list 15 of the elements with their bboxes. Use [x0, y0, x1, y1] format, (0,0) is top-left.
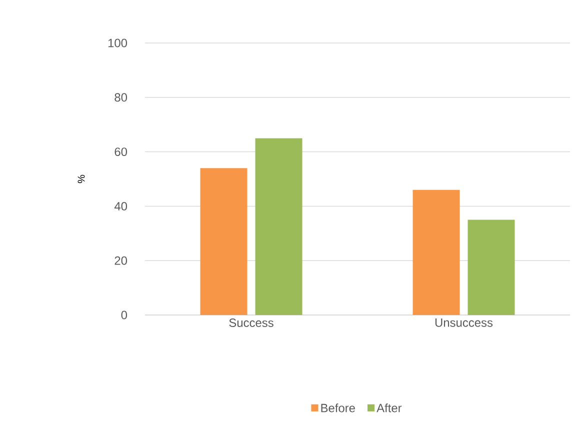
y-tick-label: 40 — [114, 202, 128, 210]
bar — [412, 190, 460, 315]
bar — [468, 220, 515, 315]
legend-label: Before — [321, 404, 355, 412]
y-axis-title: % — [78, 174, 85, 184]
y-tick-label: 0 — [121, 310, 128, 320]
bar — [200, 168, 248, 315]
x-tick-label: Unsuccess — [435, 318, 493, 327]
y-tick-label: 100 — [108, 38, 128, 48]
bar — [255, 138, 302, 315]
x-tick-label: Success — [229, 318, 274, 327]
legend-label: After — [376, 404, 402, 412]
y-tick-label: 60 — [114, 148, 128, 156]
y-tick-label: 80 — [114, 93, 128, 102]
y-tick-label: 20 — [114, 256, 128, 265]
